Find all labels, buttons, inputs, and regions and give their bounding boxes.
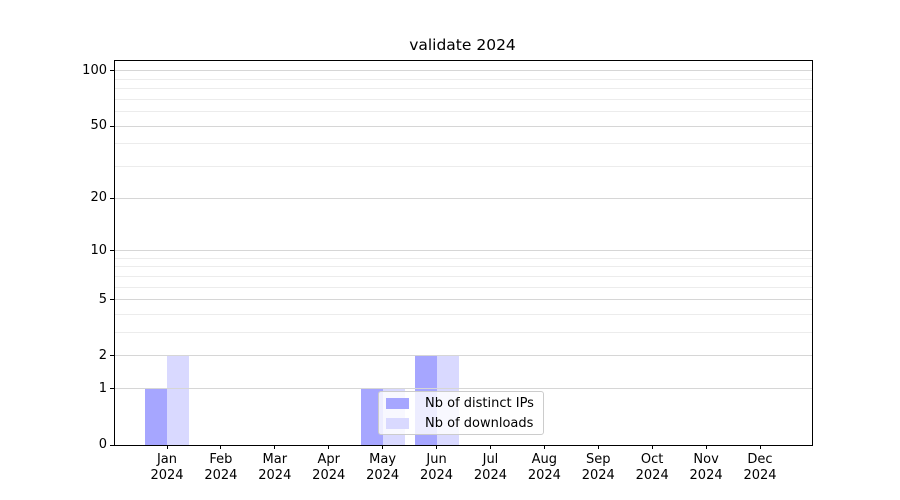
bar-may-distinct-ips	[360, 388, 383, 445]
x-tick-mark	[651, 445, 653, 449]
x-tick-label: Feb 2024	[186, 452, 256, 484]
plot-area: Nb of distinct IPs Nb of downloads 0 1 2 5 1…	[82, 60, 813, 483]
y-tick-mark	[110, 125, 114, 127]
x-tick-mark	[274, 445, 276, 449]
gridline-minor	[115, 98, 812, 100]
x-tick-label-month: Mar	[262, 452, 288, 467]
x-tick-mark	[166, 445, 168, 449]
gridline-major	[115, 197, 812, 199]
y-tick-mark	[110, 70, 114, 72]
x-tick-mark	[759, 445, 761, 449]
x-tick-label-month: Sep	[586, 452, 611, 467]
x-tick-mark	[597, 445, 599, 449]
x-tick-label-month: Feb	[209, 452, 233, 467]
x-tick-label-year: 2024	[527, 468, 561, 483]
gridline-minor	[115, 275, 812, 277]
x-tick-label: Aug 2024	[509, 452, 579, 484]
gridline-major	[115, 70, 812, 72]
x-tick-mark	[328, 445, 330, 449]
gridline-minor	[115, 257, 812, 259]
x-tick-label: Jul 2024	[455, 452, 525, 484]
x-tick-label: Oct 2024	[617, 452, 687, 484]
x-tick-mark	[220, 445, 222, 449]
gridline-major	[115, 388, 812, 390]
x-tick-label-month: Oct	[640, 452, 664, 467]
x-tick-mark	[543, 445, 545, 449]
legend-item-downloads: Nb of downloads	[379, 415, 543, 432]
y-tick-label: 100	[82, 62, 107, 78]
y-tick-label: 20	[90, 190, 107, 206]
x-tick-label-year: 2024	[204, 468, 238, 483]
gridline-major	[115, 125, 812, 127]
gridline-minor	[115, 88, 812, 90]
x-tick-label: Jun 2024	[402, 452, 472, 484]
legend: Nb of distinct IPs Nb of downloads	[378, 391, 544, 435]
x-tick-label-year: 2024	[581, 468, 615, 483]
x-tick-label-year: 2024	[312, 468, 346, 483]
y-tick-mark	[110, 250, 114, 252]
legend-label-distinct-ips: Nb of distinct IPs	[425, 395, 534, 411]
x-tick-label: Mar 2024	[240, 452, 310, 484]
x-tick-mark	[382, 445, 384, 449]
legend-label-downloads: Nb of downloads	[425, 415, 534, 431]
x-tick-label-year: 2024	[635, 468, 669, 483]
x-tick-label: Nov 2024	[671, 452, 741, 484]
gridline-major	[115, 299, 812, 301]
x-tick-label-month: Jul	[482, 452, 499, 467]
x-tick-mark	[436, 445, 438, 449]
x-tick-label-month: Dec	[747, 452, 773, 467]
bar-jan-downloads	[167, 355, 189, 445]
gridline-major	[115, 250, 812, 252]
x-tick-label-month: Jun	[426, 452, 447, 467]
gridline-major	[115, 355, 812, 357]
x-tick-label-month: Nov	[693, 452, 719, 467]
x-tick-label-year: 2024	[473, 468, 507, 483]
y-tick-mark	[110, 197, 114, 199]
y-tick-mark	[110, 444, 114, 446]
x-tick-label: May 2024	[348, 452, 418, 484]
y-tick-label: 2	[98, 347, 107, 363]
chart-title: validate 2024	[409, 36, 516, 54]
y-tick-mark	[110, 388, 114, 390]
x-tick-label-month: Apr	[317, 452, 340, 467]
gridline-minor	[115, 78, 812, 80]
x-tick-mark	[489, 445, 491, 449]
legend-swatch-distinct-ips	[386, 397, 409, 409]
x-tick-label-year: 2024	[743, 468, 777, 483]
gridline-minor	[115, 143, 812, 145]
legend-swatch-downloads	[386, 417, 409, 429]
x-tick-label: Dec 2024	[725, 452, 795, 484]
gridline-minor	[115, 111, 812, 113]
y-tick-label: 10	[90, 242, 107, 258]
y-tick-label: 5	[98, 291, 107, 307]
gridline-minor	[115, 286, 812, 288]
legend-item-distinct-ips: Nb of distinct IPs	[379, 395, 543, 412]
y-tick-mark	[110, 299, 114, 301]
y-tick-label: 50	[90, 118, 107, 134]
x-tick-label: Sep 2024	[563, 452, 633, 484]
x-tick-label-month: Jan	[156, 452, 178, 467]
x-tick-label-month: Aug	[531, 452, 558, 467]
gridline-minor	[115, 266, 812, 268]
x-tick-mark	[705, 445, 707, 449]
y-tick-label: 0	[98, 437, 107, 452]
x-tick-label-year: 2024	[689, 468, 723, 483]
x-tick-label-year: 2024	[366, 468, 400, 483]
x-tick-label-month: May	[369, 452, 397, 467]
x-tick-label-year: 2024	[258, 468, 292, 483]
x-tick-label-year: 2024	[150, 468, 184, 483]
gridline-minor	[115, 314, 812, 315]
bar-jan-distinct-ips	[145, 388, 167, 445]
gridline-minor	[115, 332, 812, 334]
y-tick-mark	[110, 355, 114, 357]
x-tick-label-year: 2024	[419, 468, 454, 483]
gridline-minor	[115, 166, 812, 168]
x-tick-label: Jan 2024	[132, 452, 202, 484]
y-tick-label: 1	[98, 380, 107, 396]
x-tick-label: Apr 2024	[294, 452, 364, 484]
